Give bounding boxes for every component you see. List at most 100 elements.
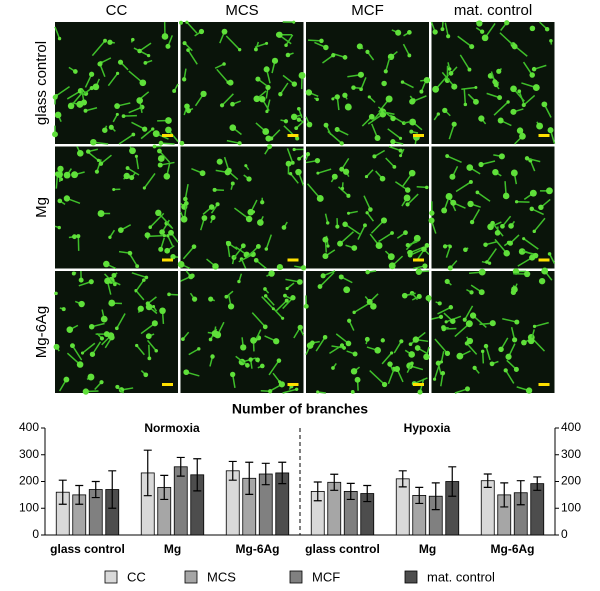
cell bbox=[127, 250, 133, 256]
cell bbox=[76, 234, 81, 239]
cell bbox=[210, 354, 215, 359]
cell bbox=[92, 83, 100, 91]
cell bbox=[425, 295, 432, 302]
cell bbox=[263, 287, 267, 291]
cell bbox=[145, 333, 152, 340]
cell bbox=[483, 343, 489, 349]
cell bbox=[224, 294, 229, 299]
cell bbox=[143, 60, 148, 65]
cell-network bbox=[459, 54, 471, 71]
error-bar bbox=[228, 460, 237, 481]
cell-network bbox=[149, 234, 165, 237]
cell bbox=[83, 108, 88, 113]
cell bbox=[446, 34, 451, 39]
cell bbox=[185, 20, 189, 24]
cell bbox=[188, 273, 194, 280]
cell-network bbox=[440, 373, 444, 387]
cell bbox=[357, 71, 364, 78]
cell bbox=[538, 204, 544, 211]
cell bbox=[480, 29, 485, 34]
cell bbox=[137, 48, 142, 54]
micrograph bbox=[305, 145, 430, 270]
error-bar bbox=[533, 476, 542, 491]
cell bbox=[226, 80, 230, 84]
cell bbox=[409, 129, 414, 134]
cell bbox=[469, 290, 474, 295]
cell bbox=[247, 208, 255, 216]
cell bbox=[343, 286, 351, 294]
cell bbox=[97, 210, 105, 217]
cell bbox=[297, 156, 301, 161]
cell bbox=[63, 171, 71, 179]
cell-network bbox=[464, 305, 474, 321]
cell bbox=[144, 275, 149, 280]
error-bar bbox=[415, 486, 424, 505]
row-label: Mg-6Ag bbox=[33, 306, 50, 359]
error-bar bbox=[75, 484, 84, 505]
cell-network bbox=[505, 369, 515, 384]
cell bbox=[399, 339, 404, 344]
cell bbox=[510, 108, 517, 115]
cell bbox=[505, 353, 512, 360]
cell bbox=[421, 246, 427, 252]
error-bar bbox=[91, 480, 100, 499]
cell bbox=[216, 158, 223, 165]
cell bbox=[72, 234, 77, 240]
micrograph bbox=[52, 21, 179, 146]
cell-network bbox=[182, 246, 195, 260]
cell-network bbox=[466, 342, 478, 355]
cell bbox=[368, 113, 375, 120]
cell bbox=[374, 347, 381, 354]
cell-network bbox=[448, 123, 455, 140]
cell bbox=[363, 223, 367, 228]
error-bar bbox=[483, 473, 492, 488]
cell-network bbox=[85, 106, 98, 112]
error-bar bbox=[278, 461, 287, 485]
cell bbox=[442, 244, 448, 249]
cell bbox=[519, 132, 526, 140]
cell-network bbox=[338, 186, 349, 197]
cell bbox=[451, 83, 458, 90]
cell bbox=[215, 202, 220, 207]
cell-network bbox=[348, 210, 358, 215]
cell bbox=[365, 269, 370, 275]
cell bbox=[525, 387, 533, 394]
cell bbox=[440, 27, 445, 32]
micrograph bbox=[179, 20, 306, 146]
cell bbox=[125, 166, 130, 171]
cell bbox=[423, 353, 430, 361]
error-bar bbox=[143, 449, 152, 497]
cell bbox=[366, 298, 373, 305]
cell-network bbox=[360, 77, 367, 90]
cell bbox=[97, 61, 103, 67]
cell bbox=[147, 356, 152, 361]
cell bbox=[364, 336, 370, 342]
cell bbox=[351, 85, 356, 90]
cell-network bbox=[407, 193, 419, 205]
cell bbox=[347, 318, 352, 323]
cell bbox=[291, 81, 298, 87]
cell bbox=[422, 263, 428, 269]
cell bbox=[260, 200, 265, 205]
cell bbox=[476, 20, 483, 27]
x-tick-label: Mg bbox=[419, 542, 436, 556]
cell bbox=[522, 237, 526, 241]
cell bbox=[447, 265, 453, 271]
cell bbox=[538, 277, 546, 285]
cell bbox=[262, 324, 268, 330]
cell bbox=[497, 95, 503, 101]
scale-bar bbox=[538, 258, 550, 262]
cell bbox=[183, 201, 189, 206]
scale-bar bbox=[287, 258, 299, 262]
cell bbox=[253, 47, 258, 52]
cell bbox=[415, 268, 423, 275]
cell bbox=[80, 351, 85, 355]
cell bbox=[73, 69, 78, 74]
cell-network bbox=[157, 212, 173, 228]
cell bbox=[532, 324, 537, 329]
cell bbox=[159, 229, 165, 235]
cell bbox=[445, 154, 450, 158]
cell bbox=[339, 141, 344, 146]
cell bbox=[136, 97, 144, 104]
cell bbox=[164, 247, 171, 254]
